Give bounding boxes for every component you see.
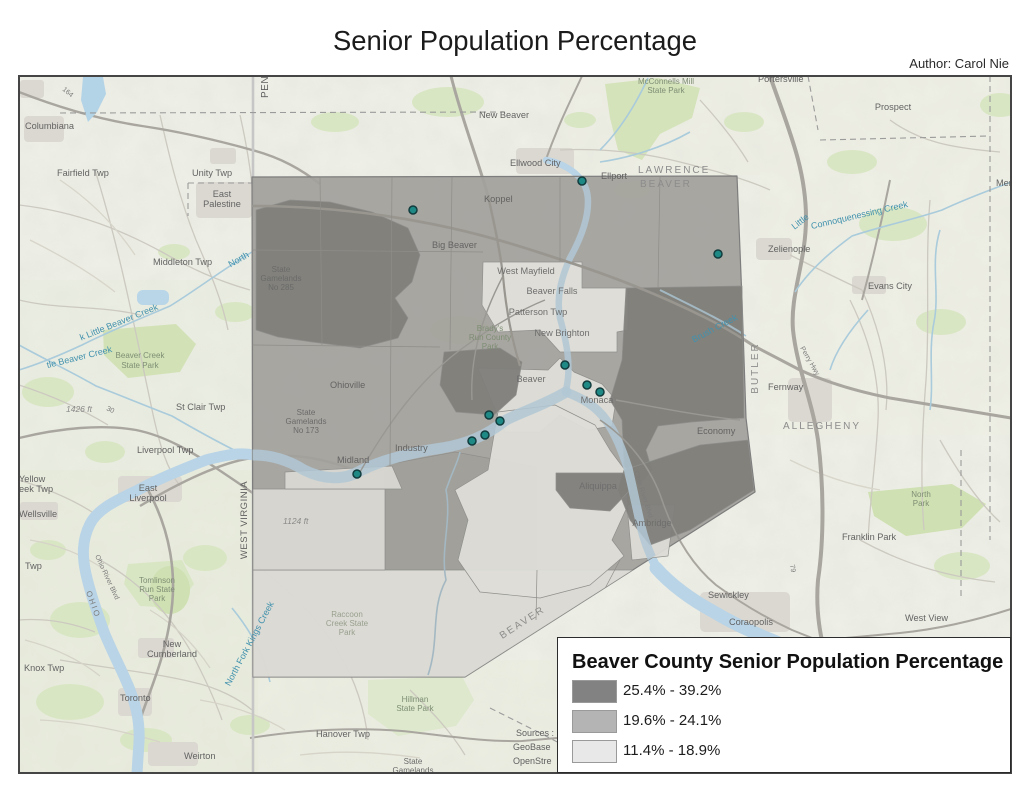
svg-text:Weirton: Weirton <box>184 751 216 761</box>
svg-text:Portersville: Portersville <box>758 75 803 84</box>
svg-text:State Park: State Park <box>396 704 434 713</box>
svg-text:Big Beaver: Big Beaver <box>432 240 477 250</box>
svg-text:State: State <box>404 757 423 766</box>
svg-text:30: 30 <box>105 405 115 415</box>
svg-text:No 173: No 173 <box>293 426 319 435</box>
svg-text:State Park: State Park <box>647 86 685 95</box>
svg-text:Cumberland: Cumberland <box>147 649 197 659</box>
svg-text:LAWRENCE: LAWRENCE <box>638 165 710 176</box>
svg-text:Columbiana: Columbiana <box>25 121 75 131</box>
svg-text:New: New <box>163 639 182 649</box>
svg-text:Ellwood City: Ellwood City <box>510 158 561 168</box>
svg-text:Middleton Twp: Middleton Twp <box>153 257 212 267</box>
svg-text:eek Twp: eek Twp <box>19 484 53 494</box>
svg-text:Twp: Twp <box>25 561 42 571</box>
svg-text:Patterson Twp: Patterson Twp <box>509 307 568 317</box>
svg-text:No 285: No 285 <box>268 283 294 292</box>
svg-text:Aliquippa: Aliquippa <box>579 481 618 491</box>
svg-text:Prospect: Prospect <box>875 102 912 112</box>
svg-text:Gamelands: Gamelands <box>261 274 302 283</box>
svg-text:Raccoon: Raccoon <box>331 610 363 619</box>
svg-text:Yellow: Yellow <box>19 474 46 484</box>
svg-text:Industry: Industry <box>395 443 428 453</box>
svg-text:Beaver: Beaver <box>516 374 545 384</box>
svg-text:West Mayfield: West Mayfield <box>497 266 555 276</box>
svg-text:79: 79 <box>788 564 796 573</box>
svg-text:Park: Park <box>482 342 499 351</box>
svg-text:Hanover Twp: Hanover Twp <box>316 729 370 739</box>
svg-text:Brady's: Brady's <box>477 324 503 333</box>
svg-text:Liverpool Twp: Liverpool Twp <box>137 445 194 455</box>
svg-text:State Park: State Park <box>121 361 159 370</box>
svg-text:1426 ft: 1426 ft <box>66 404 93 414</box>
svg-text:BEAVER: BEAVER <box>640 179 692 190</box>
svg-text:McConnells Mill: McConnells Mill <box>638 77 694 86</box>
svg-text:Fairfield Twp: Fairfield Twp <box>57 168 109 178</box>
svg-text:East: East <box>213 189 232 199</box>
svg-text:WEST VIRGINIA: WEST VIRGINIA <box>239 481 250 559</box>
svg-text:Koppel: Koppel <box>484 194 513 204</box>
svg-text:Coraopolis: Coraopolis <box>729 617 773 627</box>
svg-text:Run County: Run County <box>469 333 511 342</box>
svg-text:North: North <box>911 490 931 499</box>
svg-text:Park: Park <box>339 628 356 637</box>
svg-text:East: East <box>139 483 158 493</box>
svg-text:Park: Park <box>913 499 930 508</box>
svg-text:OpenStre: OpenStre <box>513 756 552 766</box>
svg-text:Beaver Creek: Beaver Creek <box>116 351 166 360</box>
svg-text:Gamelands: Gamelands <box>286 417 327 426</box>
svg-text:Fernway: Fernway <box>768 382 804 392</box>
svg-text:Mer: Mer <box>996 178 1012 188</box>
svg-text:West View: West View <box>905 613 948 623</box>
svg-text:Tomlinson: Tomlinson <box>139 576 175 585</box>
svg-text:ALLEGHENY: ALLEGHENY <box>783 421 861 432</box>
svg-text:Park: Park <box>149 594 166 603</box>
svg-text:Toronto: Toronto <box>120 693 151 703</box>
svg-text:State: State <box>297 408 316 417</box>
svg-text:Gamelands: Gamelands <box>393 766 434 774</box>
svg-text:Unity Twp: Unity Twp <box>192 168 232 178</box>
svg-text:Monaca: Monaca <box>581 395 615 405</box>
svg-text:Franklin Park: Franklin Park <box>842 532 897 542</box>
svg-text:Hillman: Hillman <box>402 695 429 704</box>
svg-text:New Brighton: New Brighton <box>534 328 589 338</box>
svg-text:Sources :: Sources : <box>516 728 554 738</box>
svg-text:New Beaver: New Beaver <box>479 110 529 120</box>
svg-text:Ambridge: Ambridge <box>632 518 671 528</box>
svg-text:BUTLER: BUTLER <box>750 342 761 393</box>
svg-text:PEN: PEN <box>260 76 271 98</box>
svg-text:Economy: Economy <box>697 426 736 436</box>
svg-text:Run State: Run State <box>139 585 175 594</box>
svg-text:Liverpool: Liverpool <box>129 493 166 503</box>
svg-text:Midland: Midland <box>337 455 369 465</box>
svg-text:Creek State: Creek State <box>326 619 369 628</box>
svg-text:Wellsville: Wellsville <box>19 509 57 519</box>
svg-text:St Clair Twp: St Clair Twp <box>176 402 225 412</box>
svg-text:1124 ft: 1124 ft <box>283 516 309 526</box>
svg-text:Ohioville: Ohioville <box>330 380 365 390</box>
svg-text:Knox Twp: Knox Twp <box>24 663 64 673</box>
svg-text:Palestine: Palestine <box>203 199 241 209</box>
svg-text:Sewickley: Sewickley <box>708 590 749 600</box>
svg-text:Zelienople: Zelienople <box>768 244 810 254</box>
svg-text:GeoBase: GeoBase <box>513 742 551 752</box>
svg-text:Ellport: Ellport <box>601 171 627 181</box>
svg-text:Evans City: Evans City <box>868 281 912 291</box>
svg-text:Beaver Falls: Beaver Falls <box>526 286 577 296</box>
svg-text:State: State <box>272 265 291 274</box>
